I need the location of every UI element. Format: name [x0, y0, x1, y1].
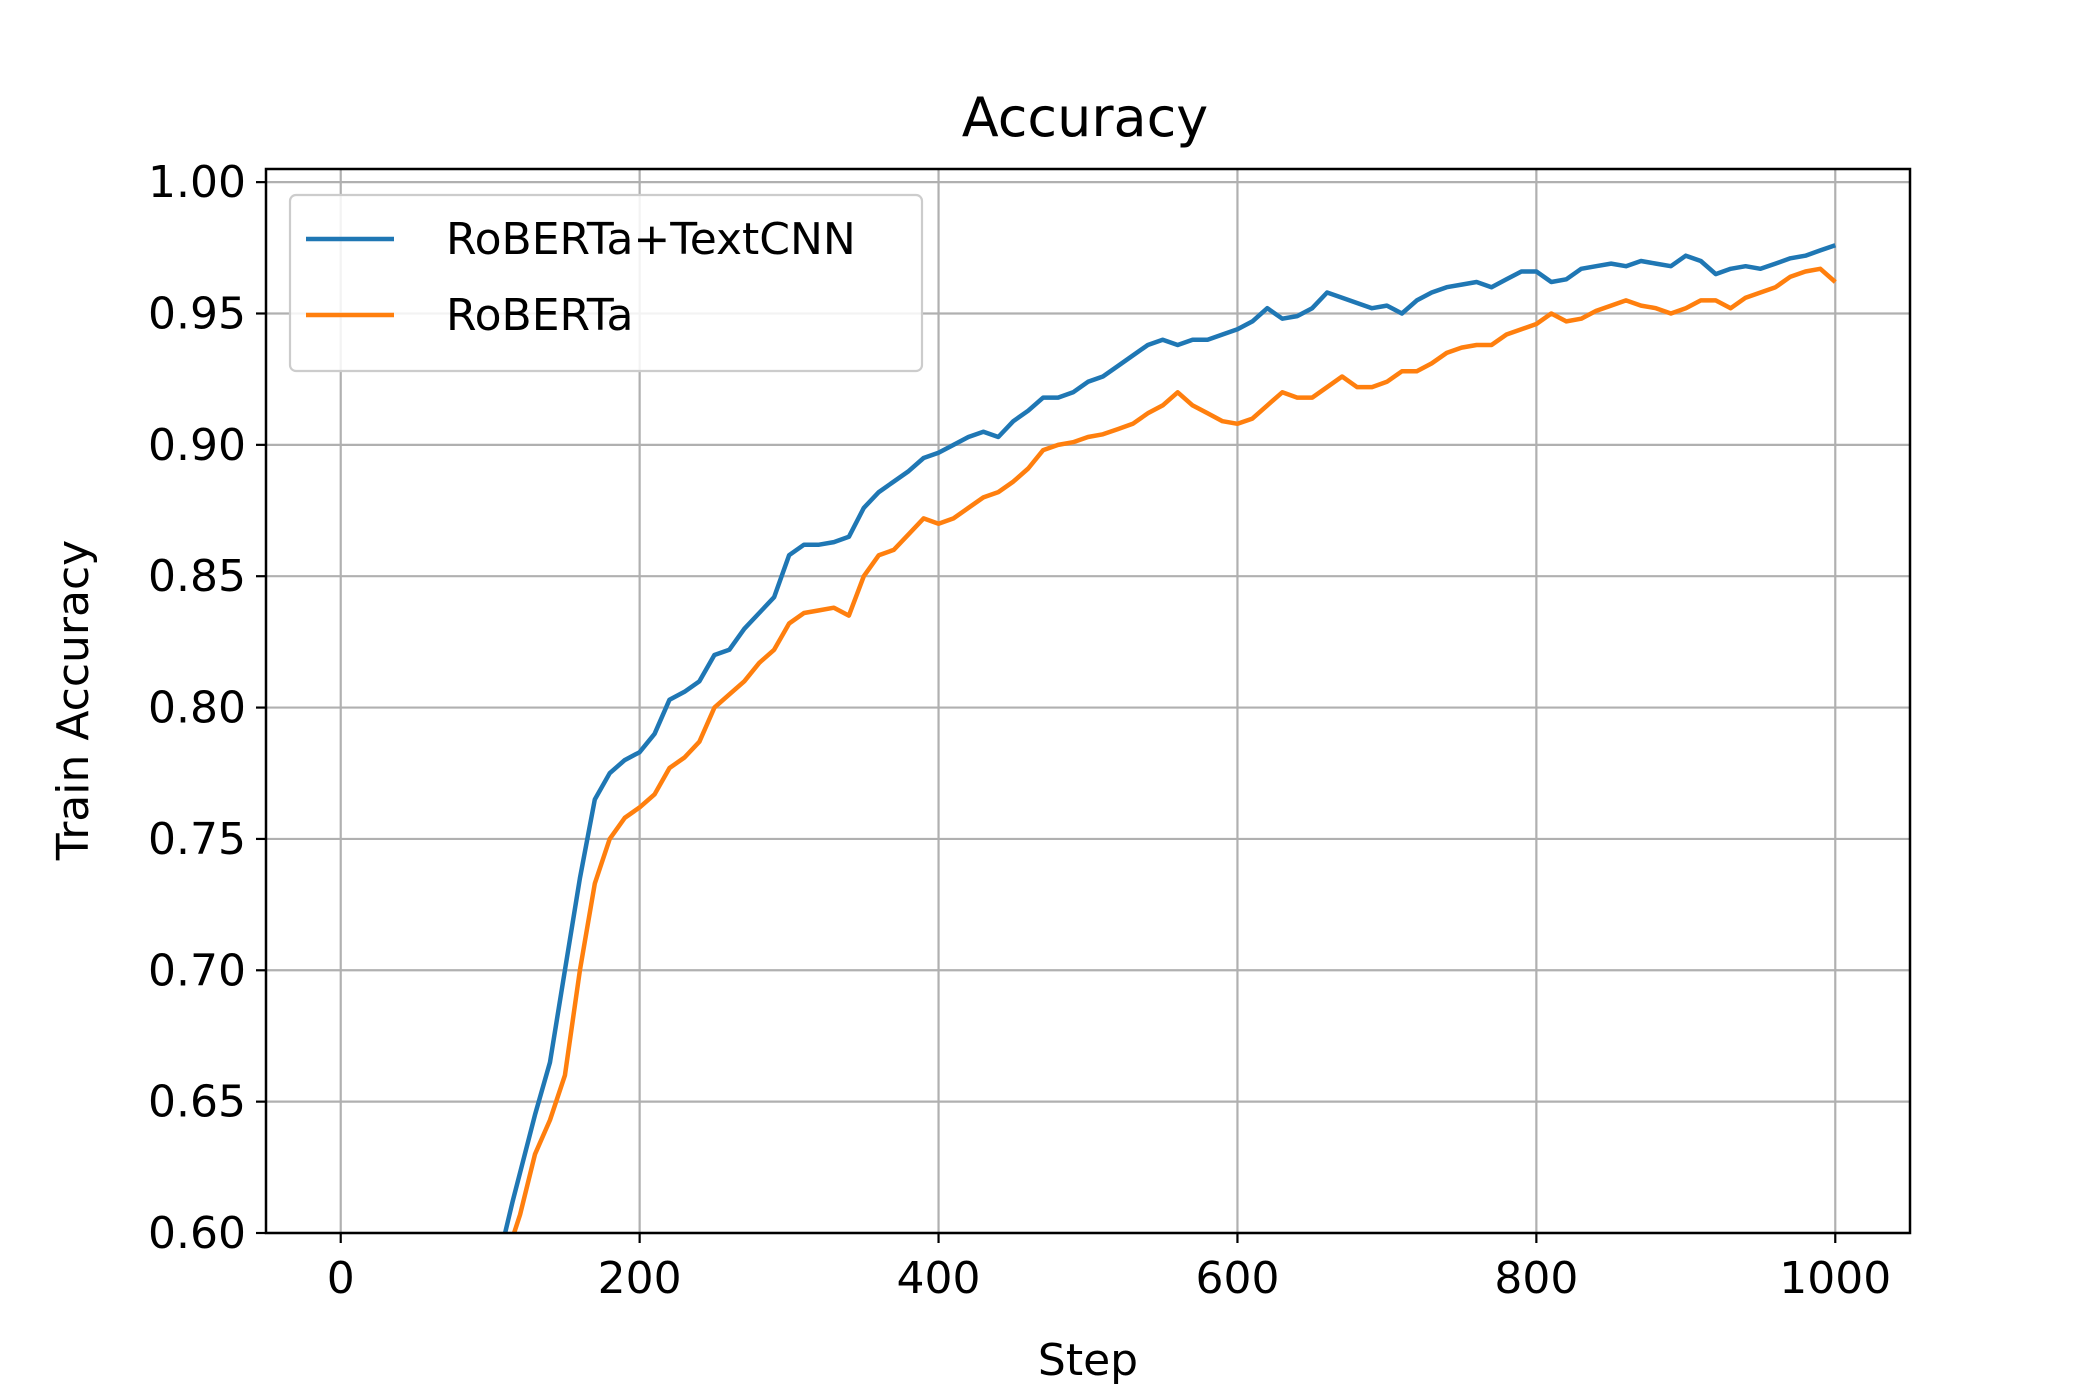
x-tick-label: 800: [1494, 1253, 1578, 1304]
y-tick-label: 1.00: [148, 157, 246, 208]
series-line-0: [502, 243, 1837, 1233]
chart-title: Accuracy: [962, 86, 1209, 149]
x-tick-label: 0: [327, 1253, 355, 1304]
series-lines: [502, 243, 1837, 1233]
y-tick-label: 0.95: [148, 288, 246, 339]
plot-area-frame: [264, 167, 1912, 1235]
x-tick-label: 400: [897, 1253, 981, 1304]
y-tick-label: 0.80: [148, 683, 246, 734]
x-axis-label: Step: [1038, 1335, 1138, 1386]
series-line-1: [511, 266, 1837, 1233]
axis-ticks: 0 200 400 600 800 1000 0.60 0.65 0.70 0.75 0.80 0.8…: [148, 157, 1891, 1304]
legend: RoBERTa+TextCNN RoBERTa: [288, 193, 924, 373]
y-tick-label: 0.70: [148, 945, 246, 996]
legend-label: RoBERTa+TextCNN: [446, 214, 856, 265]
y-axis-label: Train Accuracy: [48, 540, 99, 861]
y-tick-label: 0.60: [148, 1208, 246, 1259]
legend-box: [288, 193, 924, 373]
x-tick-label: 200: [598, 1253, 682, 1304]
x-tick-label: 1000: [1779, 1253, 1891, 1304]
y-tick-label: 0.65: [148, 1077, 246, 1128]
legend-label: RoBERTa: [446, 290, 633, 341]
y-tick-label: 0.75: [148, 814, 246, 865]
x-tick-label: 600: [1195, 1253, 1279, 1304]
y-tick-label: 0.85: [148, 551, 246, 602]
y-tick-label: 0.90: [148, 420, 246, 471]
